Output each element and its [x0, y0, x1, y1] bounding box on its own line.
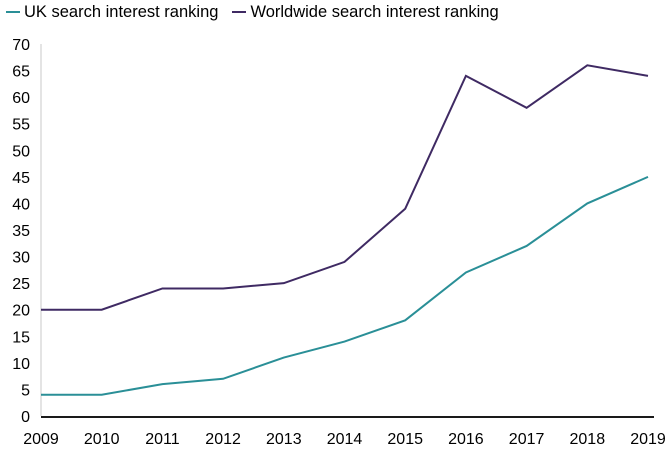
y-tick-label: 40 — [12, 196, 30, 213]
legend: UK search interest ranking Worldwide sea… — [6, 2, 513, 22]
y-tick-label: 45 — [12, 170, 30, 187]
y-tick-label: 0 — [21, 409, 30, 426]
y-tick-label: 20 — [12, 303, 30, 320]
series-line-uk — [41, 175, 649, 396]
x-tick-label: 2013 — [266, 431, 302, 448]
series-line-worldwide — [41, 64, 649, 311]
legend-label-uk: UK search interest ranking — [24, 2, 219, 21]
x-tick-label: 2014 — [327, 431, 363, 448]
legend-swatch-uk — [6, 11, 20, 13]
y-tick-label: 60 — [12, 90, 30, 107]
y-tick-label: 5 — [21, 382, 30, 399]
x-tick-label: 2015 — [387, 431, 423, 448]
x-tick-label: 2017 — [509, 431, 545, 448]
x-tick-label: 2011 — [145, 431, 180, 448]
legend-item-worldwide: Worldwide search interest ranking — [232, 2, 499, 22]
y-tick-label: 10 — [12, 356, 30, 373]
y-tick-label: 30 — [12, 250, 30, 267]
x-tick-label: 2009 — [23, 431, 59, 448]
y-axis: 0 5 10 15 20 25 30 35 40 45 50 55 60 65 70 — [12, 37, 42, 426]
y-tick-label: 50 — [12, 143, 30, 160]
y-tick-label: 55 — [12, 117, 30, 134]
legend-swatch-worldwide — [232, 11, 247, 13]
y-tick-label: 25 — [12, 276, 30, 293]
x-axis: 2009 2010 2011 2012 2013 2014 2015 2016 2017 2018… — [23, 416, 666, 448]
x-tick-label: 2018 — [570, 431, 606, 448]
y-tick-label: 65 — [12, 64, 30, 81]
legend-label-worldwide: Worldwide search interest ranking — [250, 2, 499, 21]
x-tick-label: 2012 — [205, 431, 241, 448]
y-tick-label: 15 — [12, 329, 30, 346]
y-tick-label: 70 — [12, 37, 30, 54]
x-tick-label: 2016 — [448, 431, 484, 448]
x-tick-label: 2010 — [84, 431, 120, 448]
x-tick-label: 2019 — [630, 431, 666, 448]
series-lines — [40, 64, 649, 396]
legend-item-uk: UK search interest ranking — [6, 3, 218, 22]
y-tick-label: 35 — [12, 223, 30, 240]
